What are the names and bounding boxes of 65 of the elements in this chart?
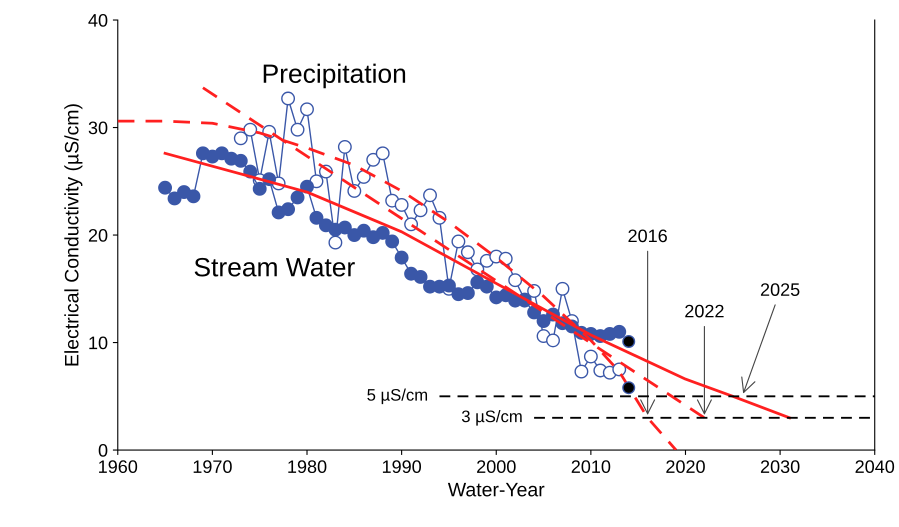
point xyxy=(394,250,409,265)
point xyxy=(290,122,304,137)
point xyxy=(376,146,390,160)
point xyxy=(356,224,371,238)
point xyxy=(556,282,570,296)
point xyxy=(460,245,475,260)
point xyxy=(252,182,267,196)
y-tick-label: 0 xyxy=(98,444,108,457)
annotation: 2016 xyxy=(628,229,667,242)
point xyxy=(281,202,296,216)
point xyxy=(168,192,182,206)
point xyxy=(385,234,400,248)
point xyxy=(328,236,342,250)
point xyxy=(214,146,229,160)
point xyxy=(508,273,522,288)
point xyxy=(281,92,296,106)
y-tick-label: 10 xyxy=(89,336,108,350)
point xyxy=(366,152,380,167)
point xyxy=(300,102,314,116)
point xyxy=(546,333,560,348)
point xyxy=(290,190,304,204)
y-tick-label: 30 xyxy=(88,121,108,134)
point xyxy=(243,122,258,137)
point xyxy=(376,226,390,240)
point xyxy=(622,334,636,348)
series-label: Precipitation xyxy=(264,64,406,88)
point xyxy=(310,210,324,225)
x-tick-label: 2020 xyxy=(666,460,705,474)
x-tick-label: 1970 xyxy=(194,460,232,474)
point xyxy=(480,280,494,294)
point xyxy=(186,189,200,204)
series-label: Stream Water xyxy=(194,258,355,277)
x-tick-label: 1960 xyxy=(99,460,138,474)
x-tick-label: 2000 xyxy=(477,460,516,474)
y-axis-title: Electrical Conductivity (µS/cm) xyxy=(64,104,82,366)
y-tick-label: 40 xyxy=(88,14,108,27)
point xyxy=(414,203,428,218)
point xyxy=(536,314,551,328)
point xyxy=(451,234,466,248)
point xyxy=(612,324,626,339)
point xyxy=(584,350,598,364)
x-tick-label: 2010 xyxy=(572,460,610,474)
point xyxy=(423,188,437,202)
x-axis-title: Water-Year xyxy=(448,482,544,496)
y-tick-label: 20 xyxy=(88,228,108,242)
point xyxy=(574,364,588,379)
x-tick-label: 2040 xyxy=(856,460,894,474)
point xyxy=(460,286,475,300)
point xyxy=(394,198,409,212)
x-tick-label: 1980 xyxy=(288,460,326,474)
point xyxy=(414,270,428,284)
annotation: 3 µS/cm xyxy=(462,410,522,426)
point xyxy=(442,278,456,293)
annotation: 2025 xyxy=(760,283,800,296)
point xyxy=(622,381,636,394)
annotation: 2022 xyxy=(685,304,724,318)
x-tick-label: 2030 xyxy=(760,460,800,474)
annotation: 5 µS/cm xyxy=(367,388,428,404)
point xyxy=(234,154,248,168)
point xyxy=(338,220,352,234)
point xyxy=(527,284,542,298)
point xyxy=(338,140,352,154)
x-tick-label: 1990 xyxy=(382,460,422,474)
point xyxy=(158,180,172,195)
point xyxy=(234,131,248,146)
